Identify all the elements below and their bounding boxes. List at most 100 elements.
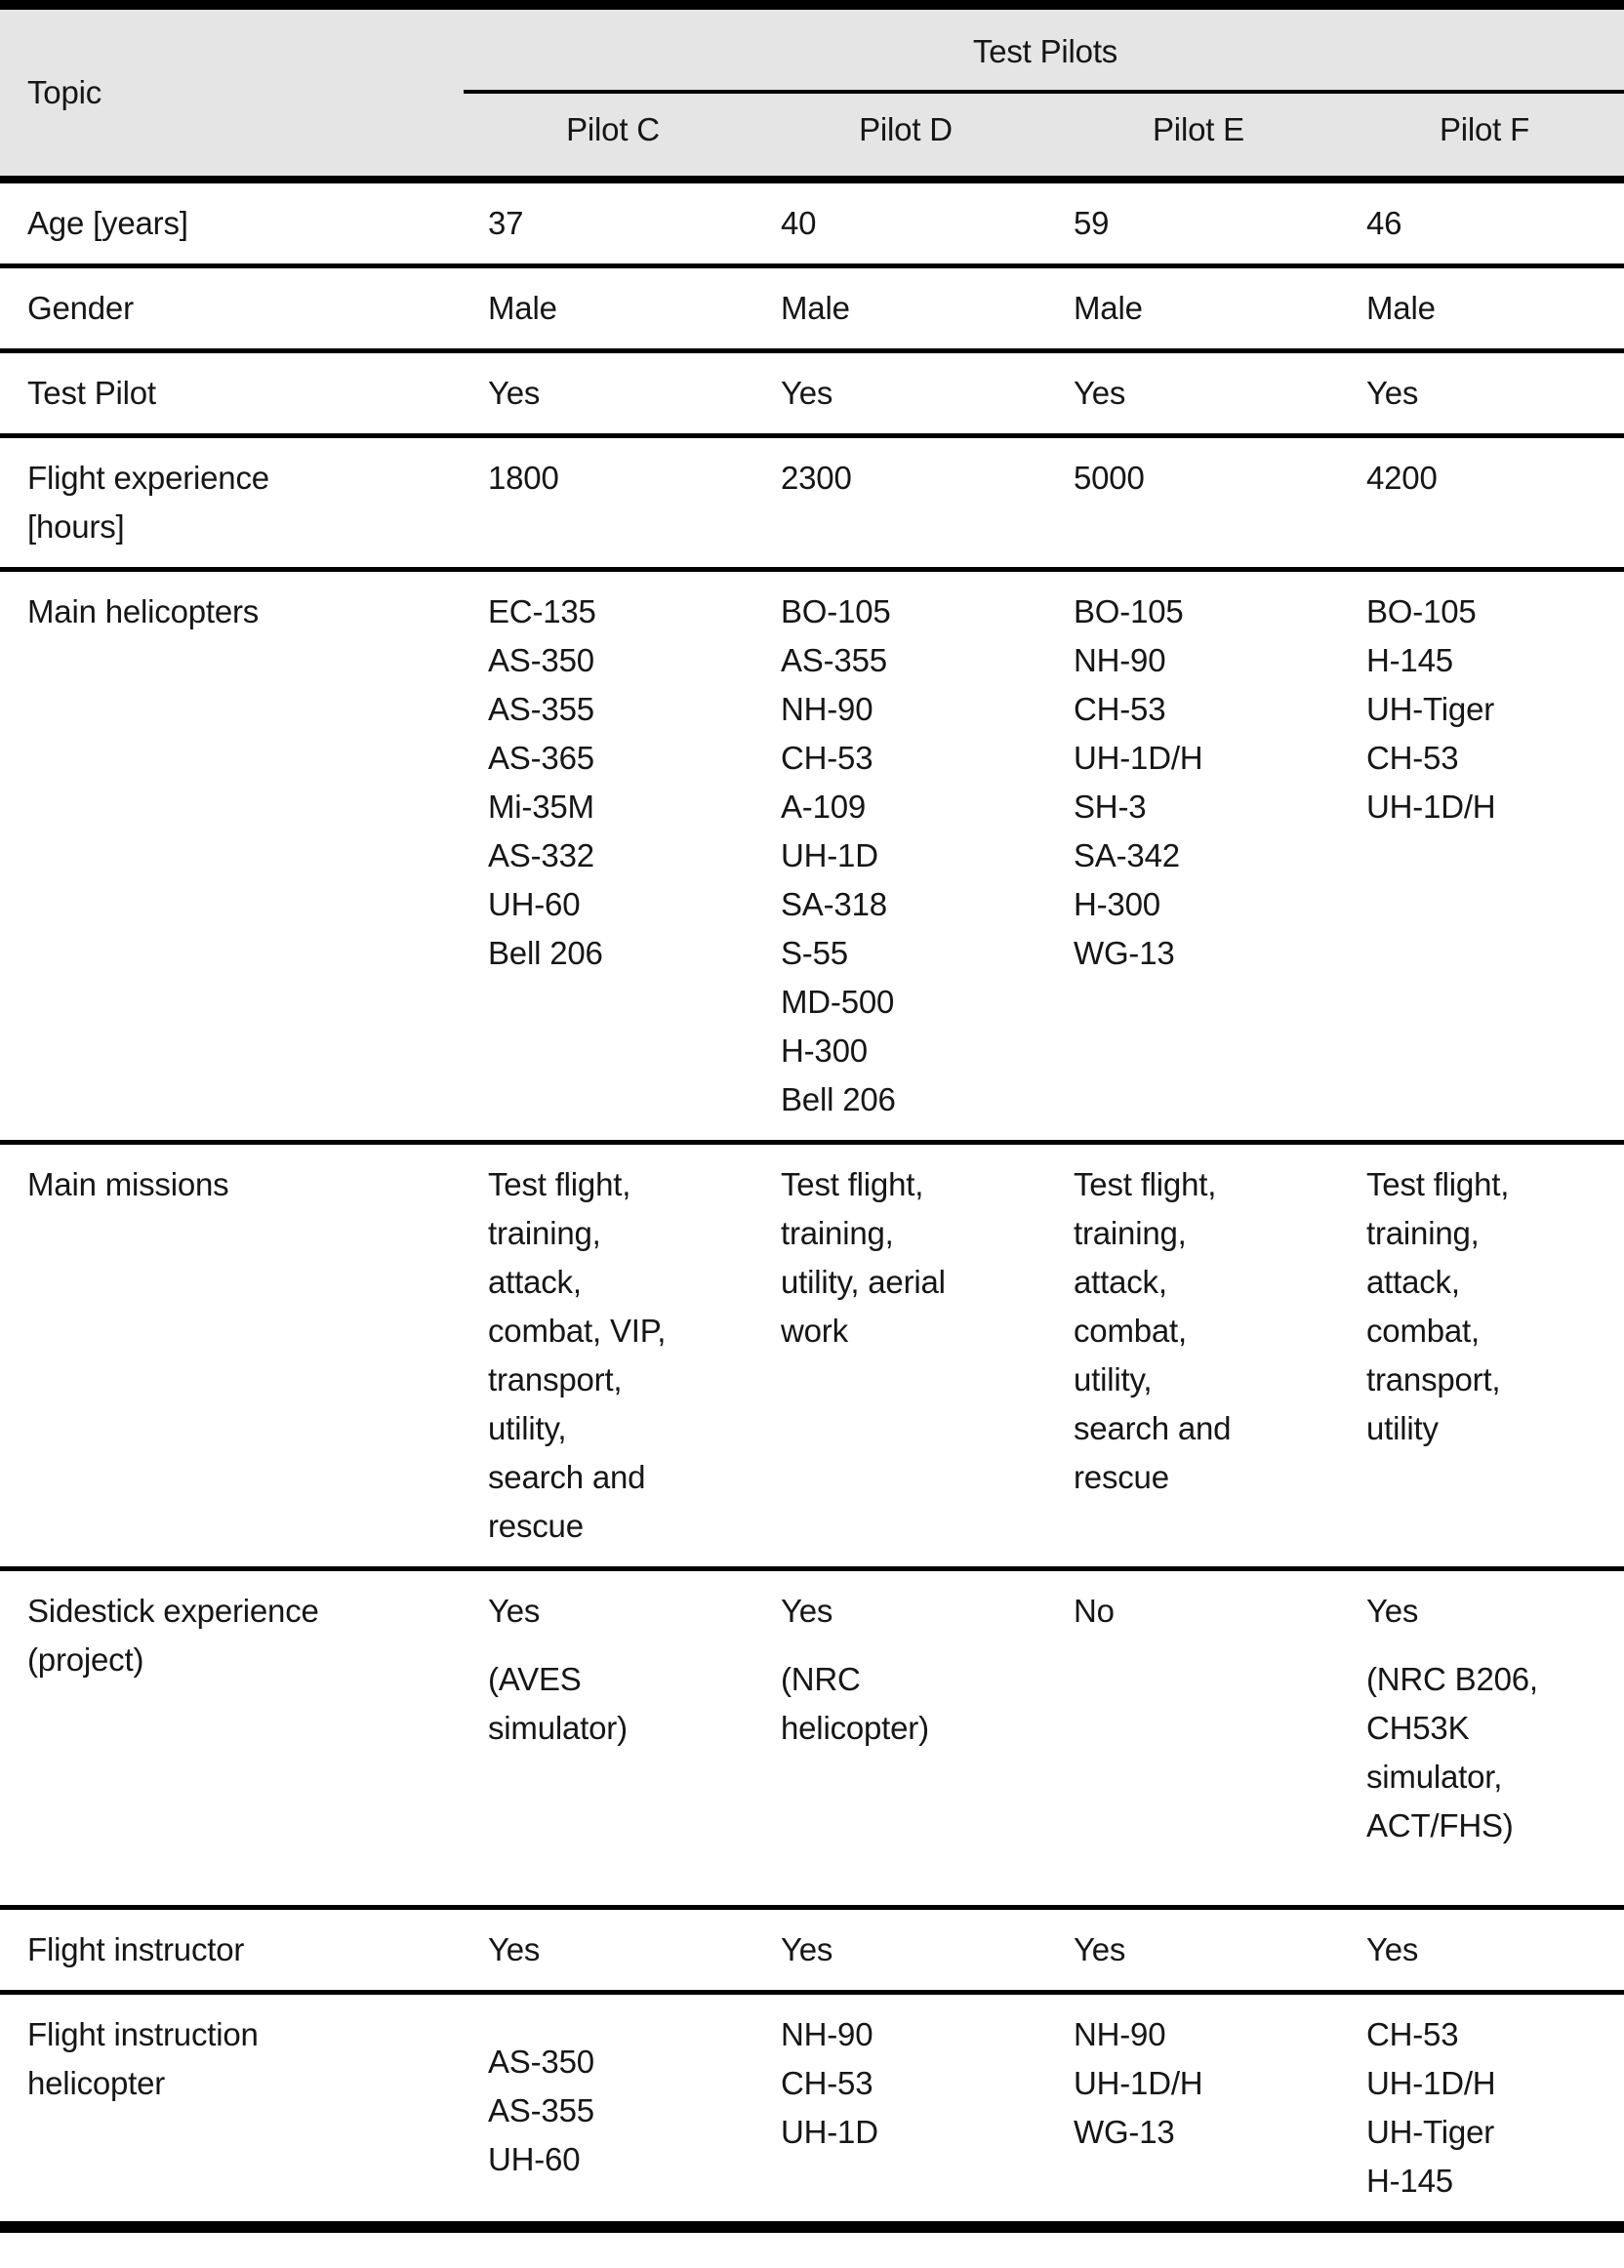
list-item: S-55 [781,935,848,971]
value-cell: 46 [1345,183,1624,266]
value-cell: Yes (NRC helicopter) [759,1566,1052,1908]
helicopter-list: BO-105 NH-90 CH-53 UH-1D/H SH-3 SA-342 H-300 WG… [1074,587,1339,978]
cell-value: Male [1366,290,1436,326]
value-cell: NH-90 CH-53 UH-1D [759,1990,1052,2221]
list-item: UH-1D/H [1074,740,1203,776]
column-group-header-test-pilots: Test Pilots [972,33,1118,69]
list-item: UH-1D/H [1074,2065,1203,2101]
table-row: Flight instruction helicopter AS-350 AS-35… [0,1990,1624,2221]
helicopter-list: CH-53 UH-1D/H UH-Tiger H-145 [1366,2010,1618,2206]
list-item: H-145 [1366,2163,1453,2199]
list-item: WG-13 [1074,935,1175,971]
helicopter-list: NH-90 UH-1D/H WG-13 [1074,2010,1339,2157]
answer-value: Yes [1366,1593,1419,1629]
topic-cell: Age [years] [0,183,467,266]
cell-value: 37 [488,205,524,241]
cell-value: Male [781,290,850,326]
list-item: SH-3 [1074,789,1147,825]
cell-value: 46 [1366,205,1402,241]
pilot-header-row: Pilot C Pilot D Pilot E Pilot F [467,94,1624,176]
cell-value: Yes [1074,375,1126,411]
cell-value: Test flight, training, attack, combat, V… [488,1166,667,1544]
value-cell: Yes [759,1905,1052,1993]
cell-value: Yes [488,1931,541,1967]
cell-value: Yes [781,1931,833,1967]
topic-cell: Test Pilot [0,348,467,436]
value-cell: Test flight, training, attack, combat, V… [467,1140,759,1569]
list-item: UH-1D/H [1366,2065,1496,2101]
cell-value: 1800 [488,460,559,496]
cell-value: 2300 [781,460,852,496]
value-cell: Yes (AVES simulator) [467,1566,759,1908]
value-cell: Yes [1345,1905,1624,1993]
list-item: BO-105 [1366,593,1477,629]
topic-label: Flight experience [hours] [27,460,269,545]
header-separator-rule [0,176,1624,183]
table-row: Test Pilot Yes Yes Yes Yes [0,348,1624,436]
value-cell: NH-90 UH-1D/H WG-13 [1052,1990,1345,2221]
cell-value: 40 [781,205,817,241]
answer-value: Yes [488,1593,541,1629]
topic-label: Main missions [27,1166,229,1202]
cell-value: Male [1074,290,1143,326]
answer-note: (AVES simulator) [488,1661,628,1746]
cell-value: Male [488,290,557,326]
table-row: Main missions Test flight, training, atta… [0,1140,1624,1569]
value-cell: BO-105 NH-90 CH-53 UH-1D/H SH-3 SA-342 H-300 WG… [1052,567,1345,1143]
value-cell: AS-350 AS-355 UH-60 [467,1990,759,2221]
list-item: BO-105 [781,593,891,629]
list-item: AS-355 [488,2092,594,2128]
answer-value: Yes [781,1593,833,1629]
topic-label: Flight instructor [27,1931,245,1967]
table-top-rule [0,0,1624,10]
list-item: UH-Tiger [1366,691,1495,727]
value-cell: CH-53 UH-1D/H UH-Tiger H-145 [1345,1990,1624,2221]
list-item: BO-105 [1074,593,1184,629]
cell-value: Yes [1074,1931,1126,1967]
list-item: Bell 206 [781,1081,896,1117]
value-cell: Yes [1052,348,1345,436]
topic-cell: Sidestick experience (project) [0,1566,467,1908]
helicopter-list: EC-135 AS-350 AS-355 AS-365 Mi-35M AS-332 UH-6… [488,587,753,978]
table-row: Gender Male Male Male Male [0,263,1624,351]
value-cell: Male [759,263,1052,351]
list-item: NH-90 [1074,2016,1166,2052]
list-item: H-300 [1074,886,1160,922]
value-cell: 1800 [467,433,759,570]
list-item: Mi-35M [488,789,594,825]
value-cell: Yes [1345,348,1624,436]
pilot-column-header-e: Pilot E [1153,111,1244,147]
topic-label: Test Pilot [27,375,156,411]
topic-label: Main helicopters [27,593,260,629]
list-item: H-300 [781,1033,868,1069]
cell-value: Yes [781,375,833,411]
cell-value: Test flight, training, attack, combat, t… [1366,1166,1510,1446]
value-cell: Test flight, training, attack, combat, u… [1052,1140,1345,1569]
list-item: UH-60 [488,2141,581,2177]
value-cell: 4200 [1345,433,1624,570]
list-item: MD-500 [781,984,895,1020]
value-cell: 5000 [1052,433,1345,570]
helicopter-list: NH-90 CH-53 UH-1D [781,2010,1046,2157]
value-cell: Male [467,263,759,351]
value-cell: EC-135 AS-350 AS-355 AS-365 Mi-35M AS-332 UH-6… [467,567,759,1143]
value-cell: Male [1052,263,1345,351]
pilot-column-header-c: Pilot C [566,111,660,147]
value-cell: Test flight, training, attack, combat, t… [1345,1140,1624,1569]
value-cell: Yes (NRC B206, CH53K simulator, ACT/FHS) [1345,1566,1624,1908]
list-item: UH-Tiger [1366,2114,1495,2150]
list-item: AS-332 [488,837,594,873]
pilot-column-header-f: Pilot F [1439,111,1530,147]
table-row: Flight experience [hours] 1800 2300 5000 420… [0,433,1624,570]
topic-label: Flight instruction helicopter [27,2016,259,2101]
value-cell: 40 [759,183,1052,266]
table-rows: Age [years] 37 40 59 46 Gender Male Male Male Mal… [0,183,1624,2221]
topic-label: Sidestick experience (project) [27,1593,319,1678]
cell-value: Yes [1366,375,1419,411]
topic-cell: Main helicopters [0,567,467,1143]
list-item: CH-53 [1366,740,1459,776]
topic-cell: Flight experience [hours] [0,433,467,570]
topic-cell: Flight instructor [0,1905,467,1993]
table-bottom-rule [0,2221,1624,2233]
